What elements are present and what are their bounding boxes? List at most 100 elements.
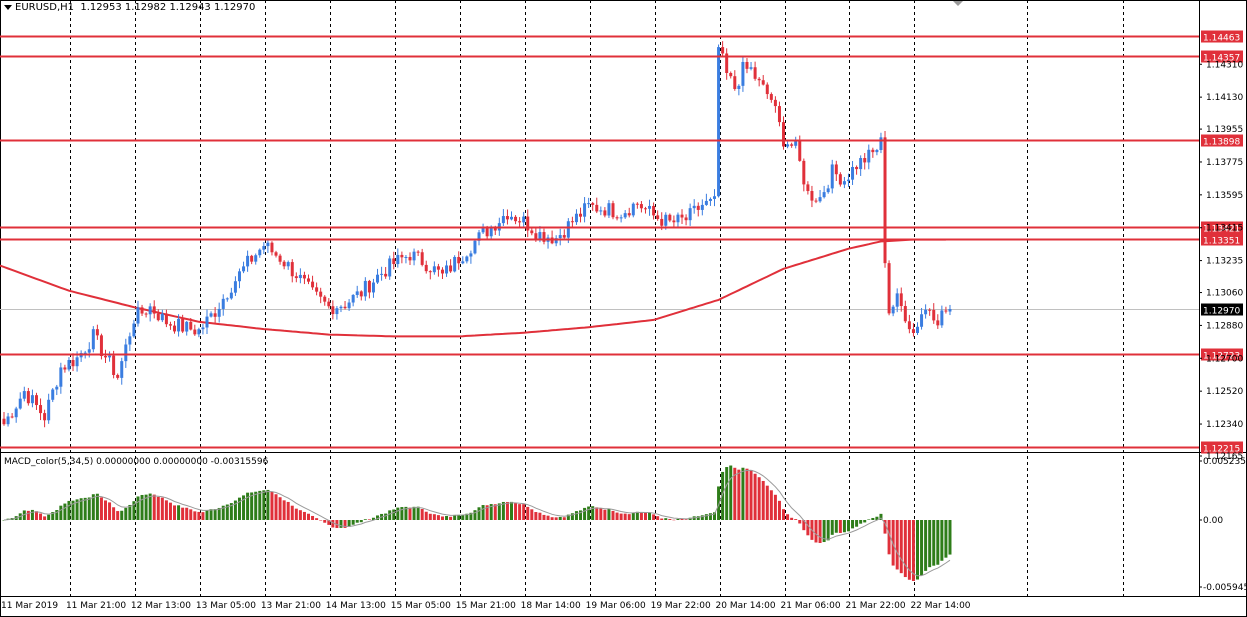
macd-bar [607,508,611,520]
macd-bar [639,512,643,520]
macd-bar [453,514,457,520]
macd-bar [428,513,432,520]
candle-body [2,418,6,425]
x-axis-tick-label: 15 Mar 05:00 [391,601,451,611]
candle-body [18,398,22,409]
macd-bar [554,517,558,520]
candle-body [883,137,887,264]
candle-body [672,220,676,223]
macd-bar [242,495,246,520]
candle-body [518,221,522,223]
macd-bar [749,469,753,520]
candle-body [916,326,919,333]
candle-body [43,413,47,421]
macd-bar [782,509,786,520]
macd-bar [323,520,327,523]
candle-body [769,94,773,100]
macd-bar [258,490,262,520]
candle-body [440,269,444,274]
macd-bar [936,520,940,565]
candle-body [14,408,18,418]
macd-bar [388,510,392,520]
macd-bar [550,517,554,520]
macd-bar [469,512,473,520]
candle-body [26,391,30,404]
candle-body [258,249,262,256]
x-axis-tick-label: 21 Mar 06:00 [781,601,841,611]
macd-bar [30,509,34,520]
macd-bar [485,505,489,520]
candle-body [583,203,587,217]
candle-body [639,204,643,209]
candle-body [225,298,229,300]
macd-bar [733,467,737,520]
candle-body [294,276,298,279]
candle-body [713,196,716,199]
candle-body [643,208,647,210]
y-axis-tick-label: 1.13060 [1206,289,1243,299]
macd-bar [704,514,708,520]
macd-bar [623,513,627,520]
macd-bar [574,511,578,520]
macd-bar [725,467,729,520]
macd-bar [948,520,952,555]
candle-body [177,318,181,332]
candle-body [286,262,290,267]
macd-bar [798,520,802,524]
candle-body [339,306,343,309]
macd-bar [2,520,6,521]
macd-bar [899,520,903,574]
candle-body [721,47,725,54]
dropdown-triangle-icon[interactable] [4,4,12,10]
candle-body [432,266,436,273]
macd-bar [339,520,343,528]
candle-body [765,84,769,95]
candle-body [270,242,274,253]
candle-body [631,203,635,216]
macd-bar [786,514,790,520]
candle-body [656,215,660,219]
candle-body [514,216,518,222]
macd-bar [790,517,794,520]
candle-body [173,325,177,332]
macd-bar [635,511,639,520]
macd-bar [700,515,704,520]
candle-body [574,213,578,223]
macd-bar [47,514,51,520]
candle-body [323,296,327,302]
macd-name: MACD_color(5,34,5) [4,457,94,467]
macd-bar [412,506,416,520]
scroll-marker-icon[interactable] [952,0,964,6]
candle-body [91,329,95,350]
level-price-tag [1201,30,1243,43]
macd-bar [286,501,290,520]
candle-body [327,301,331,307]
level-price-tag [1201,50,1243,63]
macd-bar [75,499,79,520]
candle-body [627,213,631,216]
macd-bar [221,505,225,520]
macd-bar [867,519,871,520]
candle-body [221,298,225,309]
macd-bar [773,494,777,520]
macd-bar [814,520,818,543]
candle-body [895,293,899,307]
macd-bar [282,500,286,520]
macd-bar [660,518,664,520]
macd-bar [920,520,924,576]
candle-body [534,233,538,240]
candle-body [205,316,209,328]
macd-bar [229,503,233,520]
candle-body [708,198,712,201]
macd-bar [112,507,116,520]
candle-body [615,217,619,219]
candle-body [217,308,221,317]
candle-body [851,166,855,180]
macd-bar [924,520,928,571]
candle-body [810,191,814,201]
level-price-tag [1201,221,1243,234]
y-axis-tick-label: 1.12520 [1206,387,1243,397]
candle-body [453,256,457,272]
macd-bar [39,513,43,520]
